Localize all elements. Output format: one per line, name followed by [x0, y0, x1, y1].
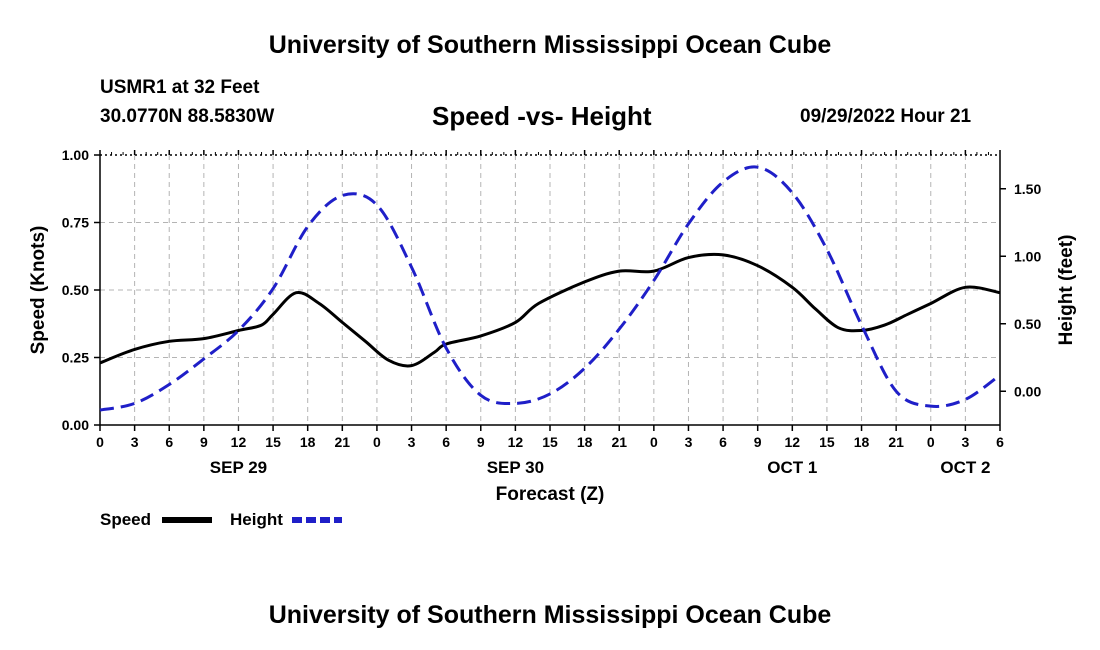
x-tick-label: 15: [819, 434, 835, 450]
x-tick-label: 3: [131, 434, 139, 450]
legend-label-height: Height: [230, 510, 283, 529]
day-label: SEP 29: [210, 458, 267, 477]
y-tick-label: 0.00: [62, 417, 89, 433]
y-tick-label: 0.50: [62, 282, 89, 298]
station-label: USMR1 at 32 Feet: [100, 77, 260, 98]
x-tick-label: 0: [373, 434, 381, 450]
y2-tick-label: 0.50: [1014, 316, 1041, 332]
day-label: SEP 30: [487, 458, 544, 477]
x-tick-label: 3: [685, 434, 693, 450]
x-tick-label: 12: [785, 434, 801, 450]
x-tick-label: 6: [165, 434, 173, 450]
x-tick-label: 3: [961, 434, 969, 450]
x-tick-label: 3: [408, 434, 416, 450]
x-tick-label: 21: [888, 434, 904, 450]
forecast-datetime: 09/29/2022 Hour 21: [800, 106, 972, 127]
x-tick-label: 0: [650, 434, 658, 450]
x-tick-label: 0: [927, 434, 935, 450]
x-tick-label: 9: [477, 434, 485, 450]
x-tick-label: 18: [300, 434, 316, 450]
y2-tick-label: 0.00: [1014, 383, 1041, 399]
speed-series-line: [99, 252, 1001, 368]
x-tick-label: 21: [611, 434, 627, 450]
x-tick-label: 15: [265, 434, 281, 450]
x-tick-label: 18: [854, 434, 870, 450]
day-label: OCT 2: [940, 458, 990, 477]
coordinates-label: 30.0770N 88.5830W: [100, 106, 275, 127]
y2-tick-label: 1.00: [1014, 248, 1041, 264]
footer-title: University of Southern Mississippi Ocean…: [268, 601, 832, 629]
x-tick-label: 9: [200, 434, 208, 450]
y-tick-label: 0.25: [62, 350, 89, 366]
x-tick-label: 0: [96, 434, 104, 450]
x-tick-label: 9: [754, 434, 762, 450]
x-tick-label: 6: [719, 434, 727, 450]
chart-subtitle: Speed -vs- Height: [432, 101, 652, 131]
x-tick-label: 12: [231, 434, 247, 450]
day-label: OCT 1: [767, 458, 817, 477]
x-tick-label: 18: [577, 434, 593, 450]
x-tick-label: 15: [542, 434, 558, 450]
x-tick-label: 12: [508, 434, 524, 450]
legend-label-speed: Speed: [100, 510, 151, 529]
chart-title: University of Southern Mississippi Ocean…: [268, 31, 832, 59]
y2-axis-label: Height (feet): [1056, 235, 1077, 346]
x-tick-label: 21: [335, 434, 351, 450]
x-tick-label: 6: [996, 434, 1004, 450]
height-series-line: [99, 165, 1001, 412]
y2-tick-label: 1.50: [1014, 181, 1041, 197]
y-axis-label: Speed (Knots): [28, 226, 49, 355]
y-tick-label: 1.00: [62, 147, 89, 163]
y-tick-label: 0.75: [62, 215, 89, 231]
x-tick-label: 6: [442, 434, 450, 450]
x-axis-label: Forecast (Z): [496, 484, 605, 505]
